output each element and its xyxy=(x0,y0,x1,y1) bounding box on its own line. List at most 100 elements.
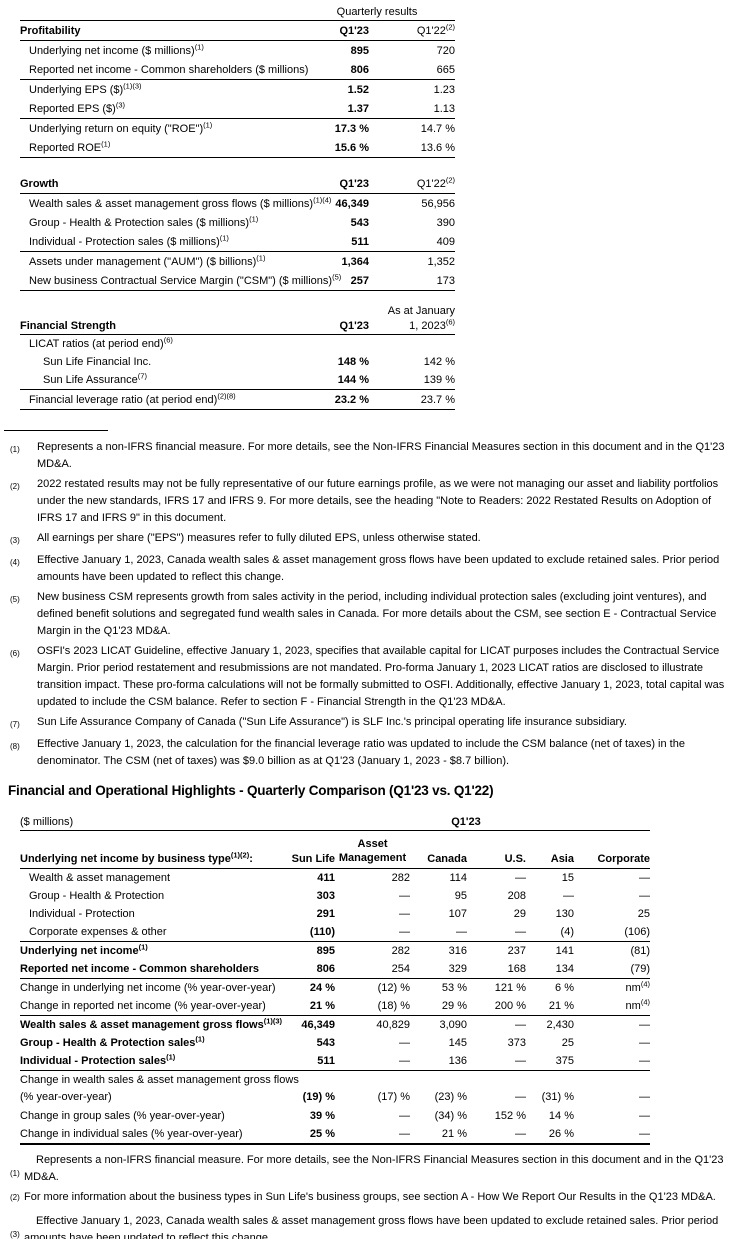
row-group: Wealth sales & asset management gross fl… xyxy=(20,194,455,252)
row-label: Group - Health & Protection sales(1) xyxy=(20,1034,282,1049)
metric-row: Wealth & asset management 411 282 114 — … xyxy=(20,869,650,887)
metric-row: Wealth sales & asset management gross fl… xyxy=(20,1016,650,1034)
col-header-jan-2023: 1, 2023(6) xyxy=(369,316,455,332)
footnote-ref: (2) xyxy=(445,21,455,31)
footnote: (1) Represents a non-IFRS financial measu… xyxy=(10,439,728,473)
units-label: ($ millions) xyxy=(20,815,74,828)
metric-row: Group - Health & Protection 303 — 95 208… xyxy=(20,887,650,905)
metric-row: Reported EPS ($)(3) 1.37 1.13 xyxy=(20,99,455,118)
value-canada: 145 xyxy=(448,1037,467,1049)
value-q1-22: 1.13 xyxy=(433,102,455,115)
row-label-text: Change in underlying net income (% year-… xyxy=(20,982,276,994)
value-q1-23: 148 % xyxy=(337,356,369,368)
quarterly-results-table: Quarterly results Profitability Q1'23 Q1… xyxy=(20,4,533,410)
col-header-line2: Management xyxy=(338,852,407,864)
value-asset-management: — xyxy=(399,890,410,902)
footnote: (7) Sun Life Assurance Company of Canada … xyxy=(10,714,728,733)
period-label: Q1'23 xyxy=(451,815,481,828)
row-label-text: Underlying EPS ($) xyxy=(29,83,124,96)
col-header-asia: Asia xyxy=(550,853,574,865)
footnote-marker: (5) xyxy=(10,595,20,604)
value-canada: 136 xyxy=(448,1055,467,1067)
value-sun-life: 46,349 xyxy=(301,1019,335,1031)
spacer xyxy=(20,158,455,174)
value-asia: 26 % xyxy=(548,1128,574,1140)
metric-row: Financial leverage ratio (at period end)… xyxy=(20,390,455,409)
column-header-row: Underlying net income by business type(1… xyxy=(20,831,650,869)
footnote-ref: (1) xyxy=(166,1052,176,1062)
col-header-text: 1, 2023 xyxy=(409,319,446,332)
footnotes-block-1: (1) Represents a non-IFRS financial measu… xyxy=(10,439,728,770)
value-canada: 53 % xyxy=(441,982,467,994)
value-corporate: nm(4) xyxy=(574,997,650,1012)
col-header-q1-23: Q1'23 xyxy=(339,319,369,332)
row-label: Change in individual sales (% year-over-… xyxy=(20,1128,282,1140)
value-canada: (34) % xyxy=(434,1110,467,1122)
value-q1-22: 720 xyxy=(436,44,455,57)
value-us: 29 xyxy=(513,908,526,920)
row-label: Corporate expenses & other xyxy=(20,926,282,938)
row-label: Wealth sales & asset management gross fl… xyxy=(20,1016,283,1031)
footnote-ref: (1)(3) xyxy=(263,1016,283,1026)
value-q1-23: 15.6 % xyxy=(334,141,369,154)
row-label: Reported net income - Common shareholder… xyxy=(20,64,308,76)
row-label-text: Change in individual sales (% year-over-… xyxy=(20,1128,243,1140)
row-label: Change in reported net income (% year-ov… xyxy=(20,1000,282,1012)
first-col-header: Underlying net income by business type(1… xyxy=(20,851,282,865)
value-asia: 14 % xyxy=(548,1110,574,1122)
footnote-ref: (6) xyxy=(163,335,173,345)
row-label-text: Sun Life Financial Inc. xyxy=(43,356,152,368)
value-text: nm xyxy=(625,982,641,994)
value-q1-23: 1.52 xyxy=(347,83,369,96)
footnote-marker: (8) xyxy=(10,742,20,751)
row-label-text: Underlying return on equity ("ROE") xyxy=(29,122,204,135)
value-asset-management: (12) % xyxy=(377,982,410,994)
value-corporate: — xyxy=(639,1091,650,1103)
value-jan-2023: 23.7 % xyxy=(420,393,455,406)
row-group: Wealth sales & asset management gross fl… xyxy=(20,1016,650,1071)
metric-row: Individual - Protection sales(1) 511 — 1… xyxy=(20,1052,650,1070)
footnote-ref: (6) xyxy=(445,316,455,326)
value-us: 208 xyxy=(507,890,526,902)
row-group: Change in underlying net income (% year-… xyxy=(20,979,650,1016)
value-us: 200 % xyxy=(494,1000,526,1012)
metric-row: Corporate expenses & other (110) — — — (… xyxy=(20,923,650,941)
col-header-q1-22: Q1'22(2) xyxy=(369,174,455,190)
col-header-q1-22: Q1'22(2) xyxy=(369,21,455,37)
footnote-ref: (2)(8) xyxy=(217,390,236,400)
footnote-ref: (1) xyxy=(219,232,229,242)
col-header-text: Q1'22 xyxy=(416,177,446,190)
footnote-ref: (4) xyxy=(640,997,650,1007)
value-sun-life: 806 xyxy=(316,963,335,975)
metric-row: Underlying net income(1) 895 282 316 237… xyxy=(20,942,650,960)
value-corporate: (106) xyxy=(624,926,650,938)
value-asset-management: (18) % xyxy=(377,1000,410,1012)
financial-strength-header-row: Financial Strength Q1'23 1, 2023(6) xyxy=(20,317,455,335)
metric-row: Wealth sales & asset management gross fl… xyxy=(20,194,455,213)
footnote-ref: (1) xyxy=(256,252,266,262)
row-label: New business Contractual Service Margin … xyxy=(20,273,341,287)
metric-row: Underlying EPS ($)(1)(3) 1.52 1.23 xyxy=(20,80,455,99)
footnote-ref: (7) xyxy=(137,371,147,381)
footnote-marker: (6) xyxy=(10,649,20,658)
row-group: Wealth & asset management 411 282 114 — … xyxy=(20,869,650,942)
row-label-text: Underlying net income ($ millions) xyxy=(29,44,195,57)
footnote: (4) Effective January 1, 2023, Canada wea… xyxy=(10,552,728,586)
value-us: 373 xyxy=(507,1037,526,1049)
footnote-ref: (1) xyxy=(195,1034,205,1044)
footnote-ref: (1)(4) xyxy=(313,194,332,204)
row-label-text: Reported net income - Common shareholder… xyxy=(29,63,309,76)
value-asia: (4) xyxy=(560,926,574,938)
value-canada: 95 xyxy=(454,890,467,902)
units-period-row: ($ millions) Q1'23 xyxy=(20,813,650,831)
value-canada: — xyxy=(456,926,467,938)
value-asset-management: (17) % xyxy=(377,1091,410,1103)
value-us: — xyxy=(515,926,526,938)
row-label-text: Wealth sales & asset management gross fl… xyxy=(29,197,314,210)
footnote-ref: (2) xyxy=(445,174,455,184)
metric-row: Sun Life Assurance(7) 144 % 139 % xyxy=(20,371,455,389)
row-label: Sun Life Assurance(7) xyxy=(20,371,299,386)
row-label: Underlying net income ($ millions)(1) xyxy=(20,43,299,57)
footnote-text: Effective January 1, 2023, Canada wealth… xyxy=(37,554,720,583)
row-label-text: Sun Life Assurance xyxy=(43,374,138,386)
